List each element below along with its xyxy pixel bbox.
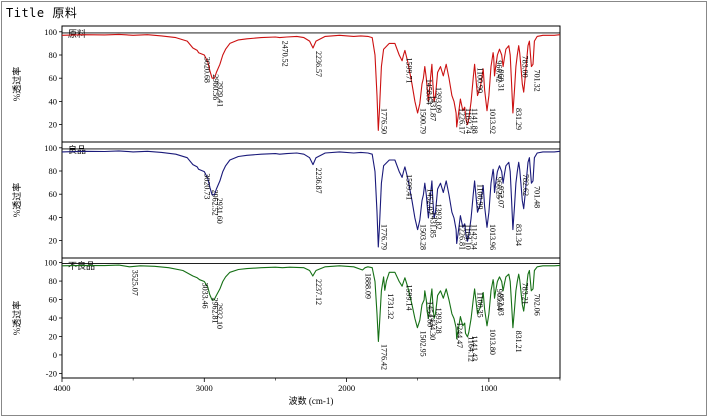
peak-label: 1393.09: [434, 87, 443, 113]
peak-label: 2960.56: [211, 74, 220, 100]
peak-label: 1013.92: [488, 108, 497, 134]
peak-label: 1888.09: [364, 273, 373, 299]
y-tick-label: 40: [49, 96, 58, 106]
y-tick-label: 80: [49, 50, 58, 60]
peak-label: 831.29: [514, 108, 523, 130]
peak-label: 1458.64: [425, 79, 434, 105]
x-tick-label: 3000: [196, 383, 213, 393]
y-axis-label: %透过率: [11, 301, 22, 336]
peak-label: 783.00: [521, 56, 530, 78]
peak-label: 782.62: [521, 174, 530, 196]
peak-label: 1013.96: [488, 224, 497, 250]
y-tick-label: 80: [49, 166, 58, 176]
peak-label: 1393.28: [434, 308, 443, 334]
peak-label: 831.34: [514, 224, 523, 246]
peak-label: 952.03: [497, 294, 506, 316]
y-tick-label: 60: [49, 189, 58, 199]
peak-label: 1599.41: [405, 174, 414, 200]
peak-label: 965.94: [495, 289, 504, 311]
peak-label: 952.07: [497, 186, 506, 208]
y-axis-label: %透过率: [11, 67, 22, 102]
peak-label: 960.31: [497, 70, 506, 92]
y-tick-label: 100: [44, 143, 57, 153]
x-tick-label: 4000: [54, 383, 71, 393]
panel-title: 良品: [68, 144, 86, 155]
y-tick-label: 60: [49, 295, 58, 305]
peak-label: 831.21: [514, 331, 523, 353]
peak-label: 3525.07: [131, 270, 140, 296]
peak-label: 1776.42: [379, 344, 388, 370]
y-tick-label: 20: [49, 331, 58, 341]
peak-label: 2237.12: [314, 279, 323, 305]
y-tick-label: 20: [49, 120, 58, 130]
peak-label: 1454.60: [425, 301, 434, 327]
spectrum-line-2: [61, 150, 561, 248]
peak-label: 1452.07: [426, 189, 435, 215]
y-tick-label: 60: [49, 73, 58, 83]
peak-label: 1164.12: [467, 336, 476, 362]
peak-label: 1100.90: [476, 67, 485, 93]
y-tick-label: 20: [49, 236, 58, 246]
peak-label: 1503.28: [418, 224, 427, 250]
peak-label: 1141.88: [470, 108, 479, 134]
y-tick-label: 0: [53, 350, 57, 360]
peak-label: 1393.82: [434, 204, 443, 230]
peak-label: 701.48: [532, 186, 541, 208]
x-tick-label: 1000: [480, 383, 497, 393]
peak-label: 1141.43: [470, 335, 479, 361]
peak-label: 783.21: [521, 283, 530, 305]
x-tick-label: 2000: [338, 383, 355, 393]
panel-title: 原料: [68, 28, 86, 39]
peak-label: 2931.60: [215, 198, 224, 224]
peak-label: 1776.79: [379, 224, 388, 250]
peak-label: 1244.47: [455, 322, 464, 348]
peak-label: 2929.41: [215, 81, 224, 107]
peak-label: 966.42: [495, 60, 504, 82]
peak-label: 1431.85: [429, 212, 438, 238]
y-tick-label: 40: [49, 212, 58, 222]
peak-label: 1100.99: [476, 184, 485, 210]
peak-label: 701.32: [532, 70, 541, 92]
peak-label: 1013.80: [488, 329, 497, 355]
peak-label: 2236.87: [314, 168, 323, 194]
y-tick-label: 100: [44, 27, 57, 37]
peak-label: 1183.74: [464, 108, 473, 134]
y-tick-label: 80: [49, 276, 58, 286]
peak-label: 1431.87: [429, 95, 438, 121]
peak-label: 1226.17: [458, 108, 467, 134]
peak-label: 1731.32: [386, 293, 395, 319]
y-tick-label: -20: [46, 368, 57, 378]
peak-label: 1500.79: [419, 108, 428, 134]
peak-label: 1599.71: [405, 58, 414, 84]
y-tick-label: 100: [44, 258, 57, 268]
peak-label: 2962.81: [211, 297, 220, 323]
y-tick-label: 40: [49, 313, 58, 323]
spectrum-line-3: [61, 264, 561, 343]
peak-label: 2470.52: [281, 41, 290, 67]
peak-label: 1599.14: [405, 285, 414, 311]
page-title: Title 原料: [6, 6, 78, 20]
peak-label: 702.06: [532, 294, 541, 316]
peak-label: 3020.68: [202, 57, 211, 83]
peak-label: 1184.10: [464, 224, 473, 250]
peak-label: 966.25: [495, 177, 504, 199]
peak-label: 2962.52: [211, 190, 220, 216]
peak-label: 3020.73: [202, 173, 211, 199]
peak-label: 1100.35: [476, 292, 485, 318]
peak-label: 2932.10: [215, 303, 224, 329]
peak-label: 2236.57: [314, 51, 323, 77]
peak-label: 1776.50: [379, 108, 388, 134]
x-axis-label: 波数 (cm-1): [289, 395, 334, 406]
y-axis-label: %透过率: [11, 183, 22, 218]
spectrum-line-1: [61, 33, 561, 131]
peak-label: 1226.81: [458, 224, 467, 250]
peak-label: 1434.30: [428, 314, 437, 340]
peak-label: 1142.34: [470, 224, 479, 250]
peak-label: 1502.95: [418, 331, 427, 357]
peak-label: 3033.46: [201, 283, 210, 309]
